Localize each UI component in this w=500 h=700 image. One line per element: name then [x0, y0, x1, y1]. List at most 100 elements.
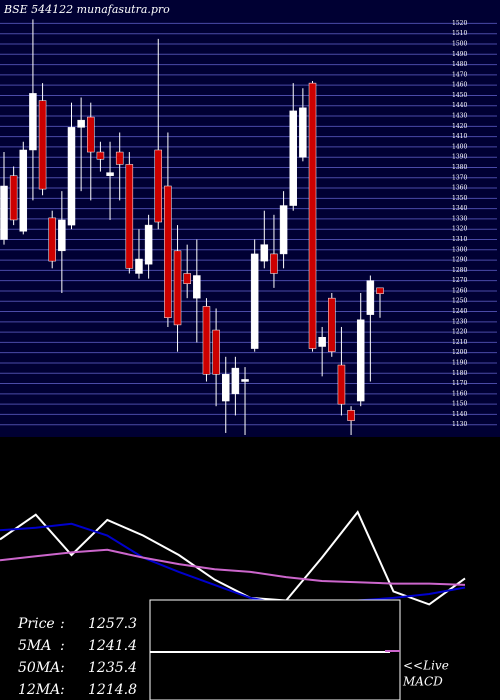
indicator-line	[0, 548, 466, 586]
candle-body	[337, 364, 346, 405]
candle-body	[67, 127, 76, 226]
y-tick-label: 1470	[452, 71, 467, 78]
candle-body	[366, 280, 375, 315]
y-tick-label: 1310	[452, 236, 467, 243]
y-tick-label: 1200	[452, 349, 467, 356]
y-tick-label: 1290	[452, 257, 467, 264]
candle-body	[48, 217, 56, 262]
indicator-name: 5MA	[18, 638, 51, 654]
candle-body	[144, 224, 153, 265]
candle-body	[202, 306, 211, 375]
y-tick-label: 1170	[452, 380, 467, 387]
y-tick-label: 1480	[452, 61, 467, 68]
y-tick-label: 1250	[452, 298, 467, 305]
indicator-value: 1235.4	[88, 660, 137, 676]
candle-body	[0, 185, 8, 240]
y-tick-label: 1220	[452, 329, 467, 336]
candle-body	[135, 258, 143, 274]
y-tick-label: 1130	[452, 421, 467, 428]
candle-body	[241, 379, 249, 382]
candle-body	[221, 374, 230, 402]
indicator-separator: :	[60, 682, 65, 698]
candle-body	[77, 119, 85, 128]
y-tick-label: 1430	[452, 113, 467, 120]
candle-body	[96, 151, 105, 160]
candle-body	[260, 244, 269, 262]
indicator-value: 1214.8	[88, 682, 137, 698]
indicator-line	[0, 522, 466, 606]
candle-body	[308, 82, 317, 349]
candle-body	[376, 287, 384, 294]
candle-body	[231, 367, 240, 395]
candle-body	[38, 100, 47, 190]
candle-body	[183, 273, 191, 284]
candle-body	[328, 297, 336, 352]
candle-body	[193, 275, 201, 299]
y-tick-label: 1520	[452, 20, 467, 27]
y-tick-label: 1180	[452, 370, 467, 377]
chart-title: BSE 544122 munafasutra.pro	[3, 3, 170, 16]
y-tick-label: 1490	[452, 51, 467, 58]
y-tick-label: 1350	[452, 195, 467, 202]
candle-body	[125, 164, 134, 269]
y-tick-label: 1140	[452, 411, 467, 418]
y-tick-label: 1380	[452, 164, 467, 171]
candle-body	[279, 205, 288, 255]
y-tick-label: 1300	[452, 246, 467, 253]
y-tick-label: 1370	[452, 174, 467, 181]
candle-body	[29, 93, 37, 151]
y-tick-label: 1270	[452, 277, 467, 284]
indicator-separator: :	[60, 616, 65, 632]
y-tick-label: 1440	[452, 102, 467, 109]
candle-body	[250, 253, 259, 349]
candle-body	[318, 337, 326, 347]
y-tick-label: 1190	[452, 359, 467, 366]
y-tick-label: 1420	[452, 123, 467, 130]
candle-body	[19, 149, 28, 232]
macd-box	[149, 599, 401, 700]
candle-body	[87, 116, 95, 153]
y-tick-label: 1160	[452, 390, 467, 397]
candle-body	[173, 250, 182, 326]
candle-body	[164, 185, 172, 318]
y-tick-label: 1240	[452, 308, 467, 315]
y-tick-label: 1450	[452, 92, 467, 99]
y-tick-label: 1390	[452, 154, 467, 161]
indicator-name: 12MA	[18, 682, 60, 698]
indicator-separator: :	[60, 660, 65, 676]
y-tick-label: 1510	[452, 30, 467, 37]
macd-label: <<Live	[403, 659, 449, 673]
y-tick-label: 1460	[452, 82, 467, 89]
indicator-name: Price	[17, 616, 55, 632]
candle-body	[212, 329, 220, 375]
indicator-value: 1257.3	[88, 616, 137, 632]
y-tick-label: 1360	[452, 185, 467, 192]
candle-body	[347, 410, 355, 421]
y-tick-label: 1400	[452, 143, 467, 150]
indicator-value: 1241.4	[88, 638, 137, 654]
y-tick-label: 1260	[452, 287, 467, 294]
candle-body	[270, 253, 278, 274]
candle-body	[299, 107, 307, 158]
candle-body	[115, 151, 124, 165]
y-tick-label: 1410	[452, 133, 467, 140]
indicator-separator: :	[60, 638, 65, 654]
indicator-name: 50MA	[18, 660, 60, 676]
y-tick-label: 1230	[452, 318, 467, 325]
y-tick-label: 1340	[452, 205, 467, 212]
candle-body	[356, 319, 365, 402]
candle-body	[106, 172, 114, 176]
y-tick-label: 1330	[452, 215, 467, 222]
y-tick-label: 1320	[452, 226, 467, 233]
indicator-line	[0, 510, 466, 606]
macd-label: MACD	[402, 675, 443, 689]
candle-body	[9, 175, 18, 221]
candle-body	[154, 149, 163, 223]
y-tick-label: 1280	[452, 267, 467, 274]
candle-body	[58, 219, 66, 252]
y-tick-label: 1210	[452, 339, 467, 346]
y-tick-label: 1150	[452, 401, 467, 408]
candle-body	[289, 110, 297, 206]
